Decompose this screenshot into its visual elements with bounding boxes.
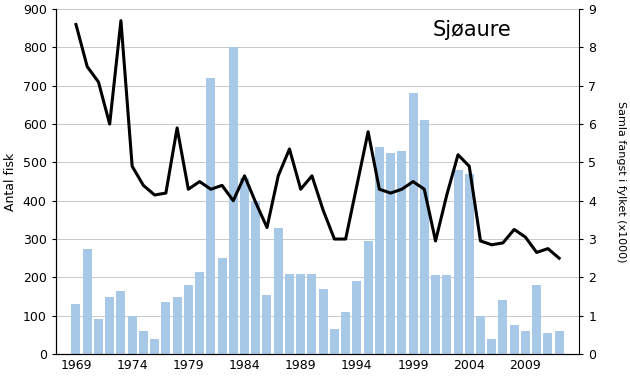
Bar bbox=[173, 297, 181, 354]
Bar bbox=[139, 331, 148, 354]
Bar bbox=[431, 276, 440, 354]
Bar bbox=[442, 276, 451, 354]
Bar bbox=[420, 120, 429, 354]
Bar bbox=[544, 333, 553, 354]
Bar bbox=[83, 249, 92, 354]
Bar bbox=[240, 178, 249, 354]
Bar bbox=[521, 331, 530, 354]
Bar bbox=[184, 285, 193, 354]
Bar bbox=[150, 339, 159, 354]
Bar bbox=[409, 94, 418, 354]
Bar bbox=[273, 227, 283, 354]
Bar bbox=[319, 289, 328, 354]
Y-axis label: Antal fisk: Antal fisk bbox=[4, 152, 17, 211]
Bar bbox=[263, 294, 272, 354]
Bar bbox=[296, 273, 305, 354]
Bar bbox=[398, 151, 406, 354]
Y-axis label: Samla fangst i fylket (x1000): Samla fangst i fylket (x1000) bbox=[616, 101, 626, 262]
Bar bbox=[465, 174, 474, 354]
Text: Sjøaure: Sjøaure bbox=[433, 20, 512, 39]
Bar bbox=[364, 241, 372, 354]
Bar bbox=[229, 47, 238, 354]
Bar bbox=[498, 300, 507, 354]
Bar bbox=[330, 329, 339, 354]
Bar bbox=[71, 304, 81, 354]
Bar bbox=[532, 285, 541, 354]
Bar bbox=[554, 331, 564, 354]
Bar bbox=[94, 320, 103, 354]
Bar bbox=[386, 153, 395, 354]
Bar bbox=[487, 339, 496, 354]
Bar bbox=[454, 170, 462, 354]
Bar bbox=[161, 302, 170, 354]
Bar bbox=[307, 273, 316, 354]
Bar bbox=[217, 258, 227, 354]
Bar bbox=[341, 312, 350, 354]
Bar bbox=[251, 201, 260, 354]
Bar bbox=[117, 291, 125, 354]
Bar bbox=[105, 297, 114, 354]
Bar bbox=[206, 78, 215, 354]
Bar bbox=[285, 273, 294, 354]
Bar bbox=[195, 271, 204, 354]
Bar bbox=[128, 316, 137, 354]
Bar bbox=[510, 325, 518, 354]
Bar bbox=[352, 281, 362, 354]
Bar bbox=[375, 147, 384, 354]
Bar bbox=[476, 316, 485, 354]
